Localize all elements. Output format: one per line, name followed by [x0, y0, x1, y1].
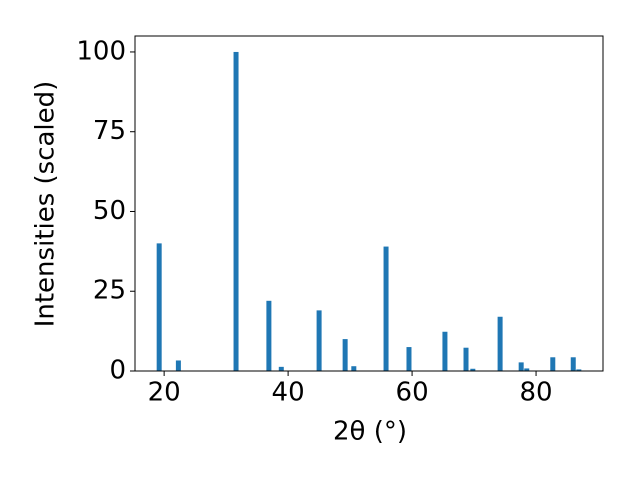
plot-frame [134, 35, 604, 372]
bar [342, 339, 348, 371]
y-tick-label: 75 [93, 116, 126, 146]
bar [156, 243, 162, 371]
bar [442, 331, 448, 371]
x-tick-label: 20 [148, 378, 181, 408]
y-tick-label: 0 [109, 356, 126, 386]
bar [383, 246, 389, 371]
bar [497, 316, 503, 371]
bar [470, 368, 476, 371]
bar [524, 368, 530, 371]
bar [518, 362, 524, 371]
bar [351, 366, 357, 371]
x-tick-label: 40 [272, 378, 305, 408]
bar [175, 360, 181, 371]
bar [266, 300, 272, 371]
y-axis-label: Intensities (scaled) [31, 81, 61, 328]
x-tick-label: 80 [520, 378, 553, 408]
bar [316, 310, 322, 371]
bar [570, 357, 576, 371]
bar [406, 347, 412, 371]
bar [278, 366, 284, 371]
y-tick-label: 50 [93, 196, 126, 226]
y-tick-label: 100 [76, 36, 126, 66]
bar [550, 357, 556, 371]
bar [576, 369, 582, 371]
bar [463, 347, 469, 371]
bar [233, 51, 239, 371]
x-tick-label: 60 [396, 378, 429, 408]
x-axis-label: 2θ (°) [333, 417, 407, 447]
y-tick-label: 25 [93, 276, 126, 306]
